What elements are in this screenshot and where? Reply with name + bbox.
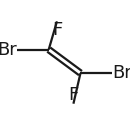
Text: Br: Br [0, 41, 17, 59]
Text: Br: Br [112, 64, 130, 82]
Text: F: F [68, 86, 79, 104]
Text: F: F [52, 21, 62, 39]
